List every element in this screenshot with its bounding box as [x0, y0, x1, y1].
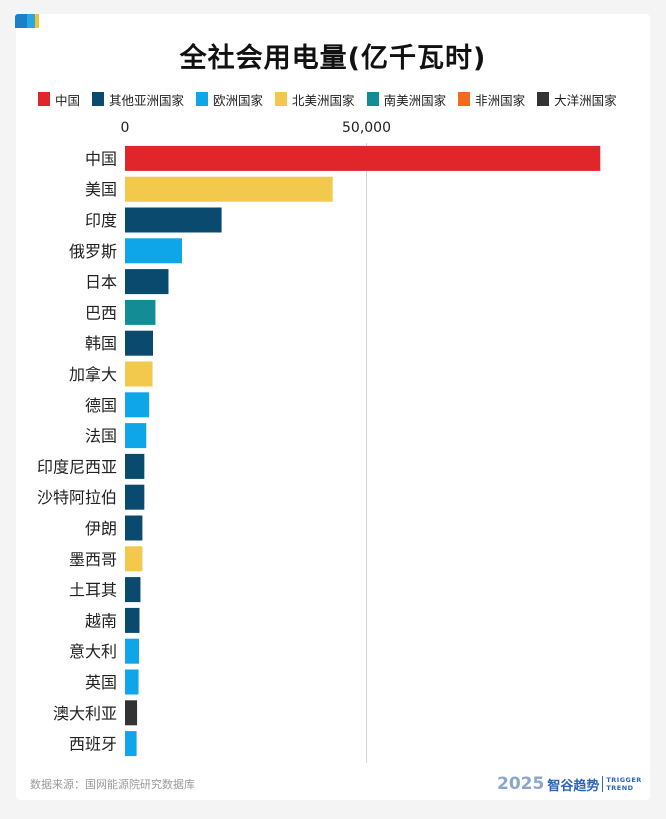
legend-label: 中国: [55, 92, 81, 108]
category-label: 意大利: [69, 642, 117, 661]
category-label: 韩国: [85, 334, 117, 353]
category-label: 德国: [85, 396, 117, 415]
category-label: 越南: [85, 611, 117, 630]
chart-title: 全社会用电量(亿千瓦时): [179, 43, 487, 74]
category-label: 墨西哥: [69, 550, 117, 569]
bar: [125, 330, 154, 356]
bar: [125, 577, 141, 603]
x-tick-label: 50,000: [342, 120, 391, 136]
legend-label: 大洋洲国家: [554, 92, 617, 108]
category-label: 加拿大: [69, 365, 117, 384]
category-label: 西班牙: [69, 735, 117, 754]
category-label: 伊朗: [85, 519, 117, 538]
category-label: 沙特阿拉伯: [37, 488, 117, 507]
chart-legend: 中国 其他亚洲国家 欧洲国家 北美洲国家 南美洲国家 非洲国家 大洋洲国家: [38, 88, 648, 110]
corner-logo: [15, 14, 39, 28]
brand-logo: 2025 智谷趋势 TRIGGER TREND: [497, 774, 642, 794]
bar: [125, 207, 222, 233]
brand-separator: [602, 776, 604, 792]
legend-swatch: [196, 92, 209, 106]
category-label: 印度: [85, 211, 117, 230]
legend-item: 中国: [38, 90, 80, 109]
bar: [125, 607, 140, 633]
brand-name: 智谷趋势: [547, 778, 600, 794]
bar: [125, 145, 601, 171]
legend-item: 北美洲国家: [275, 90, 355, 109]
category-label: 法国: [85, 427, 117, 446]
brand-english: TRIGGER TREND: [606, 776, 642, 792]
legend-label: 南美洲国家: [383, 92, 447, 108]
legend-item: 大洋洲国家: [537, 90, 617, 109]
x-tick-label: 0: [121, 120, 130, 136]
bar: [125, 638, 140, 664]
legend-item: 非洲国家: [458, 90, 525, 109]
legend-swatch: [92, 92, 105, 106]
legend-item: 其他亚洲国家: [92, 90, 184, 109]
legend-swatch: [38, 92, 50, 106]
category-label: 美国: [85, 180, 117, 199]
brand-year: 2025: [497, 774, 545, 794]
bar: [125, 423, 147, 449]
bar: [125, 731, 137, 757]
category-label: 印度尼西亚: [37, 457, 117, 476]
bar: [125, 546, 143, 572]
bar: [125, 269, 169, 295]
category-label: 中国: [85, 149, 117, 168]
legend-label: 非洲国家: [475, 92, 526, 108]
bar: [125, 361, 153, 387]
legend-label: 其他亚洲国家: [109, 92, 185, 108]
bar: [125, 700, 138, 726]
category-label: 俄罗斯: [69, 242, 117, 261]
bar: [125, 392, 150, 418]
chart-card: [16, 14, 650, 800]
legend-item: 南美洲国家: [366, 90, 447, 109]
legend-item: 欧洲国家: [196, 90, 263, 109]
category-label: 澳大利亚: [53, 704, 117, 723]
bar: [125, 299, 156, 325]
legend-swatch: [537, 92, 550, 106]
bar: [125, 484, 145, 510]
bar: [125, 515, 143, 541]
bar: [125, 453, 145, 479]
category-label: 英国: [85, 673, 117, 692]
legend-swatch: [275, 92, 288, 106]
legend-label: 欧洲国家: [213, 92, 264, 108]
bar: [125, 669, 139, 695]
legend-label: 北美洲国家: [292, 92, 355, 108]
legend-swatch: [366, 92, 379, 106]
category-label: 巴西: [85, 303, 117, 322]
data-source: 数据来源：国网能源院研究数据库: [30, 778, 195, 791]
bar: [125, 238, 182, 264]
category-label: 日本: [85, 273, 117, 292]
bar: [125, 176, 333, 202]
category-label: 土耳其: [69, 581, 117, 600]
legend-swatch: [458, 92, 471, 106]
